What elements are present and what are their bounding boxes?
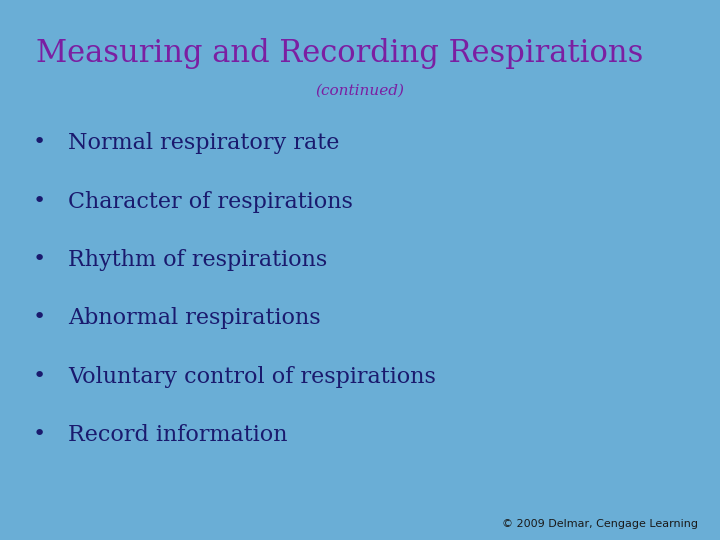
Text: Character of respirations: Character of respirations <box>68 191 354 213</box>
Text: •: • <box>33 191 46 211</box>
Text: © 2009 Delmar, Cengage Learning: © 2009 Delmar, Cengage Learning <box>503 519 698 529</box>
Text: •: • <box>33 249 46 269</box>
Text: Abnormal respirations: Abnormal respirations <box>68 307 321 329</box>
Text: (continued): (continued) <box>315 84 405 98</box>
Text: Rhythm of respirations: Rhythm of respirations <box>68 249 328 271</box>
Text: •: • <box>33 307 46 327</box>
Text: Record information: Record information <box>68 424 288 446</box>
Text: •: • <box>33 424 46 444</box>
Text: •: • <box>33 366 46 386</box>
Text: Voluntary control of respirations: Voluntary control of respirations <box>68 366 436 388</box>
Text: •: • <box>33 132 46 152</box>
Text: Measuring and Recording Respirations: Measuring and Recording Respirations <box>36 38 644 69</box>
Text: Normal respiratory rate: Normal respiratory rate <box>68 132 340 154</box>
